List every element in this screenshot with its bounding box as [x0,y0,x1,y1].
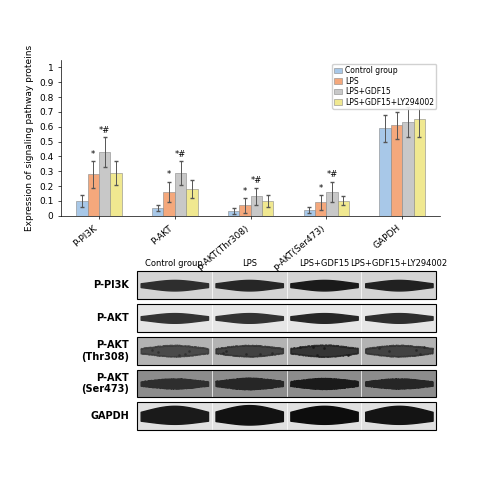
Bar [137,337,435,364]
Bar [76,201,87,216]
Text: *#: *# [250,176,262,186]
Bar [286,402,361,430]
Text: LPS: LPS [241,258,256,268]
Bar [137,402,435,430]
Bar [250,196,262,216]
Bar [141,272,207,299]
Bar [215,370,282,398]
Bar [361,272,435,299]
Text: LPS+GDF15: LPS+GDF15 [298,258,348,268]
Bar [286,272,361,299]
Bar [186,189,197,216]
Bar [141,304,207,332]
Bar [137,337,211,364]
Bar [361,370,435,398]
Bar [211,304,286,332]
Bar [365,370,432,398]
Bar [175,172,186,216]
Bar [239,206,250,216]
Text: *#: *# [326,170,337,179]
Text: P-AKT
(Thr308): P-AKT (Thr308) [81,340,129,361]
Bar [137,272,211,299]
Bar [365,272,432,299]
Bar [337,201,348,216]
Bar [99,152,110,216]
Bar [211,337,286,364]
Text: *: * [91,150,95,158]
X-axis label: Signaling pathway proteins: Signaling pathway proteins [179,278,321,287]
Bar [141,402,207,430]
Bar [361,337,435,364]
Bar [290,402,357,430]
Legend: Control group, LPS, LPS+GDF15, LPS+GDF15+LY294002: Control group, LPS, LPS+GDF15, LPS+GDF15… [331,64,435,109]
Bar [290,304,357,332]
Bar [137,402,211,430]
Bar [152,208,163,216]
Bar [215,337,282,364]
Text: *#: *# [99,126,110,135]
Bar [286,304,361,332]
Text: P-AKT
(Ser473): P-AKT (Ser473) [81,372,129,394]
Bar [87,174,99,216]
Text: *: * [243,186,246,196]
Bar [215,304,282,332]
Bar [361,402,435,430]
Bar [215,402,282,430]
Bar [379,128,390,216]
Bar [137,370,211,398]
Bar [326,192,337,216]
Bar [290,337,357,364]
Bar [401,122,413,216]
Bar [137,370,435,398]
Bar [390,126,401,216]
Text: P-PI3K: P-PI3K [93,280,129,290]
Y-axis label: Expression of signaling pathway proteins: Expression of signaling pathway proteins [24,45,34,231]
Text: P-AKT: P-AKT [97,313,129,323]
Text: LPS+GDF15+LY294002: LPS+GDF15+LY294002 [349,258,447,268]
Text: *: * [318,184,322,192]
Bar [137,304,435,332]
Bar [365,402,432,430]
Bar [137,304,211,332]
Bar [211,272,286,299]
Bar [413,120,424,216]
Bar [303,210,314,216]
Bar [290,370,357,398]
Bar [215,272,282,299]
Bar [141,337,207,364]
Bar [211,402,286,430]
Bar [290,272,357,299]
Bar [361,304,435,332]
Bar [163,192,175,216]
Bar [365,304,432,332]
Bar [227,212,239,216]
Bar [137,272,435,299]
Bar [286,337,361,364]
Text: Control group: Control group [145,258,203,268]
Bar [365,337,432,364]
Bar [141,370,207,398]
Bar [110,172,122,216]
Text: GAPDH: GAPDH [90,412,129,422]
Bar [211,370,286,398]
Bar [314,202,325,215]
Text: *#: *# [175,150,186,158]
Bar [286,370,361,398]
Text: *: * [167,170,171,179]
Bar [262,201,273,216]
